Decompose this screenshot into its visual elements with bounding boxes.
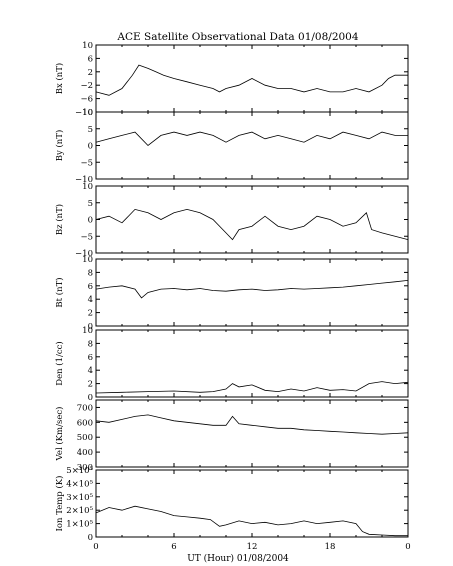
y-axis-label: Ion Temp (K): [54, 476, 65, 532]
y-tick-label: 6: [88, 353, 93, 363]
series-line-den: [95, 381, 409, 394]
y-tick-label: −2: [80, 81, 93, 91]
y-tick-label: 10: [82, 108, 93, 118]
y-tick-label: −10: [75, 249, 93, 259]
y-axis-label: By (nT): [54, 130, 65, 162]
panel-den: 0 2 4 6 8 10 Den (1/cc): [54, 326, 409, 403]
panel-frame: [95, 185, 409, 254]
y-tick-label: 5: [88, 199, 93, 209]
y-tick-label: −10: [75, 108, 93, 118]
y-tick-label: 0: [88, 393, 93, 403]
x-tick-label: 18: [325, 542, 336, 552]
series-line-bz: [95, 208, 409, 241]
y-tick-label: 8: [88, 339, 93, 349]
y-tick-label: 2×10⁵: [66, 506, 93, 516]
y-tick-label: 300: [77, 463, 93, 473]
y-axis-label: Den (1/cc): [54, 341, 65, 385]
y-axis-label: Bt (nT): [54, 277, 65, 307]
panel-frame: [95, 329, 409, 398]
panel-frame: [95, 258, 409, 327]
y-tick-label: 4: [88, 295, 93, 305]
y-tick-label: 600: [77, 418, 93, 428]
y-tick-label: −10: [75, 175, 93, 185]
series-line-bx: [95, 64, 408, 96]
y-tick-label: 10: [82, 326, 93, 336]
y-tick-label: 2: [88, 68, 93, 78]
panels-group: −10 −6 −2 2 6 10 Bx (nT) −10 −5 0 5 10 By (nT) −10 −5 0…: [54, 41, 411, 552]
panel-bz: −10 −5 0 5 10 Bz (nT): [54, 182, 409, 259]
y-tick-label: −5: [80, 232, 93, 242]
y-tick-label: 4×10⁵: [66, 479, 93, 489]
panel-frame: [95, 111, 409, 180]
y-tick-label: 0: [88, 216, 93, 226]
y-tick-label: 700: [77, 403, 93, 413]
series-line-ion-temp: [95, 505, 408, 537]
y-axis-label: Vel (Km/sec): [54, 407, 65, 462]
y-tick-label: 0: [88, 142, 93, 152]
y-tick-label: 6: [88, 282, 93, 292]
y-tick-label: 2: [88, 309, 93, 319]
y-axis-label: Bx (nT): [54, 63, 65, 95]
y-tick-label: 0: [88, 322, 93, 332]
series-line-vel: [95, 414, 409, 435]
x-tick-label: 0: [405, 542, 410, 552]
y-tick-label: 5: [88, 125, 93, 135]
panel-by: −10 −5 0 5 10 By (nT): [54, 108, 409, 185]
y-tick-label: −5: [80, 158, 93, 168]
y-tick-label: −6: [80, 95, 93, 105]
y-tick-label: 500: [77, 433, 93, 443]
series-line-bt: [95, 280, 409, 299]
y-tick-label: 10: [82, 182, 93, 192]
y-tick-label: 1×10⁵: [66, 520, 93, 530]
y-tick-label: 8: [88, 268, 93, 278]
y-tick-label: 4: [88, 366, 93, 376]
y-tick-label: 3×10⁵: [66, 493, 93, 503]
panel-bt: 0 2 4 6 8 10 Bt (nT): [54, 255, 409, 332]
y-tick-label: 0: [88, 533, 93, 543]
y-tick-label: 2: [88, 380, 93, 390]
x-tick-label: 6: [171, 542, 176, 552]
x-axis-label: UT (Hour) 01/08/2004: [187, 553, 289, 564]
y-tick-label: 10: [82, 41, 93, 51]
x-tick-label: 0: [93, 542, 98, 552]
y-tick-label: 10: [82, 255, 93, 265]
x-tick-label: 12: [247, 542, 258, 552]
y-tick-label: 5×10⁵: [66, 466, 93, 476]
panel-vel: 300 400 500 600 700 Vel (Km/sec): [54, 399, 409, 473]
figure-title: ACE Satellite Observational Data 01/08/2…: [116, 31, 358, 43]
panel-frame: [95, 399, 409, 468]
panel-bx: −10 −6 −2 2 6 10 Bx (nT): [54, 41, 409, 118]
series-line-by: [95, 131, 408, 147]
y-axis-label: Bz (nT): [54, 204, 65, 235]
y-tick-label: 400: [77, 448, 93, 458]
panel-frame: [95, 469, 409, 538]
y-tick-label: 6: [88, 54, 93, 64]
